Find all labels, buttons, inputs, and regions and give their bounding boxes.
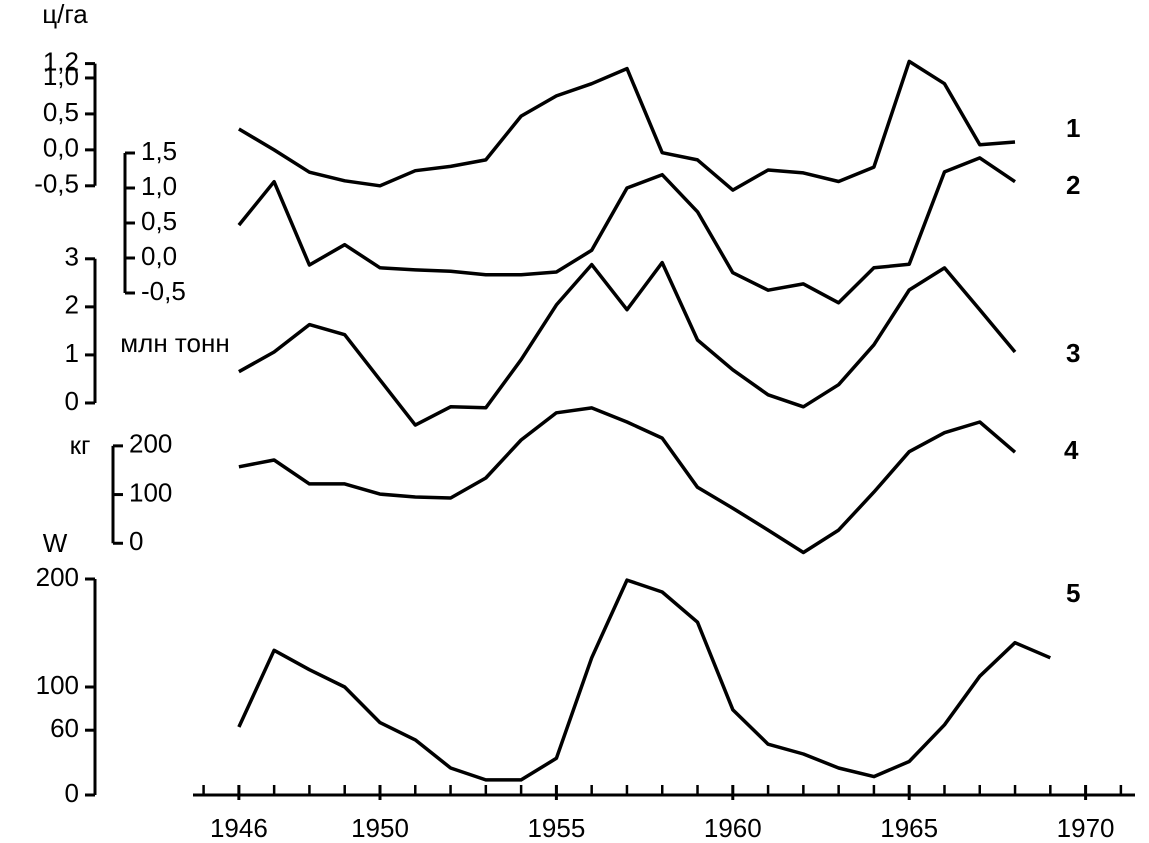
y-tick-label: 1,5	[141, 136, 177, 166]
line	[237, 578, 1051, 782]
x-tick-label: 1950	[351, 813, 409, 843]
line	[238, 59, 1016, 192]
x-tick-label: 1946	[210, 813, 268, 843]
y-tick-label: 0	[129, 526, 143, 556]
series-label: 2	[1066, 170, 1080, 200]
y-axis-label: ц/га	[42, 0, 88, 29]
line	[238, 406, 1017, 555]
y-tick-label: 0	[65, 778, 79, 808]
y-tick-label: 3	[65, 242, 79, 272]
line	[238, 260, 1017, 427]
series-label: 5	[1066, 578, 1080, 608]
y-tick-label: 0,5	[43, 97, 79, 127]
y-axis-label: кг	[70, 430, 91, 460]
y-tick-label: 1,2	[43, 46, 79, 76]
line	[237, 156, 1016, 305]
series-label: 3	[1066, 338, 1080, 368]
y-axis-label: млн тонн	[120, 328, 229, 358]
y-tick-label: 200	[129, 429, 172, 459]
x-tick-label: 1970	[1057, 813, 1115, 843]
y-tick-label: 0,5	[141, 206, 177, 236]
x-tick-label: 1960	[704, 813, 762, 843]
y-tick-label: 1,0	[141, 171, 177, 201]
y-tick-label: 200	[36, 562, 79, 592]
y-tick-label: 60	[50, 713, 79, 743]
y-tick-label: 1,0	[43, 61, 79, 91]
x-tick-label: 1965	[880, 813, 938, 843]
y-tick-label: 0,0	[141, 241, 177, 271]
x-tick-label: 1955	[527, 813, 585, 843]
series-label: 1	[1066, 113, 1080, 143]
y-tick-label: 100	[129, 477, 172, 507]
series-label: 4	[1064, 435, 1079, 465]
y-tick-label: 1	[65, 338, 79, 368]
y-tick-label: 100	[36, 670, 79, 700]
y-tick-label: 0	[65, 386, 79, 416]
y-tick-label: 2	[65, 290, 79, 320]
y-tick-label: 0,0	[43, 133, 79, 163]
y-axis-label: W	[43, 528, 68, 558]
y-tick-label: -0,5	[34, 169, 79, 199]
y-tick-label: -0,5	[141, 276, 186, 306]
